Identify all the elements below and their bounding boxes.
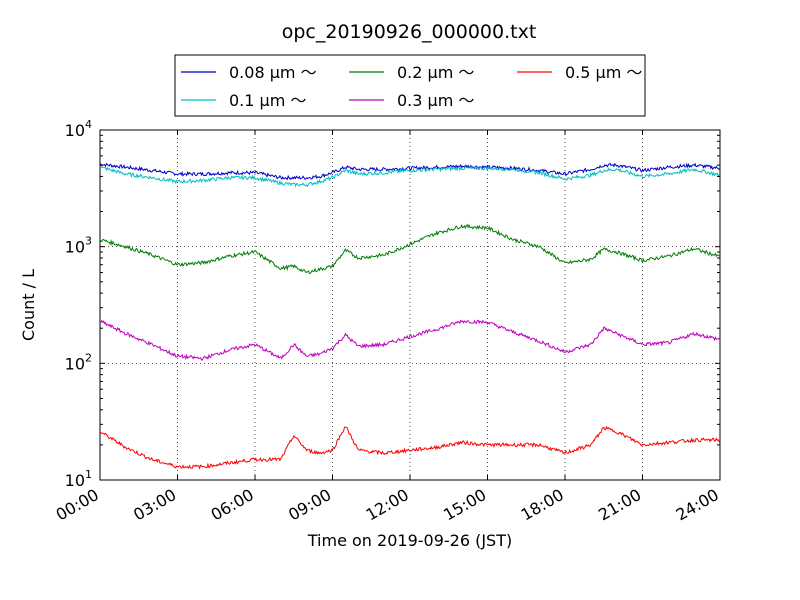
x-tick-label: 21:00	[595, 485, 644, 525]
legend-label: 0.2 μm ～	[397, 63, 474, 82]
x-tick-label: 18:00	[518, 485, 567, 525]
x-tick-label: 03:00	[130, 485, 179, 525]
series-line	[99, 425, 721, 470]
x-tick-label: 00:00	[53, 485, 102, 525]
y-axis-label: Count / L	[19, 269, 38, 341]
y-tick-label: 102	[65, 351, 92, 373]
ticks: 00:00 03:00 06:00 09:00 12:00 15:00 18:00 21:00…	[53, 118, 722, 525]
legend-label: 0.5 μm ～	[565, 63, 642, 82]
series-line	[99, 319, 721, 361]
legend: 0.08 μm ～ 0.1 μm ～ 0.2 μm ～ 0.3 μm ～ 0.5 μm …	[174, 54, 646, 117]
series-line	[99, 165, 721, 188]
legend-label: 0.3 μm ～	[397, 91, 474, 110]
y-tick-label: 104	[65, 118, 92, 140]
legend-label: 0.1 μm ～	[229, 91, 306, 110]
chart-title: opc_20190926_000000.txt	[282, 21, 537, 43]
series-line	[99, 162, 721, 181]
x-tick-label: 06:00	[208, 485, 257, 525]
series-line	[99, 223, 721, 274]
x-tick-label: 15:00	[440, 485, 489, 525]
y-tick-label: 103	[65, 235, 92, 257]
series-layer	[99, 162, 721, 470]
legend-box	[174, 54, 646, 117]
x-tick-label: 24:00	[673, 485, 722, 525]
x-tick-label: 12:00	[363, 485, 412, 525]
x-tick-label: 09:00	[285, 485, 334, 525]
grid	[100, 130, 720, 480]
legend-label: 0.08 μm ～	[229, 63, 317, 82]
x-axis-label: Time on 2019-09-26 (JST)	[307, 531, 512, 550]
